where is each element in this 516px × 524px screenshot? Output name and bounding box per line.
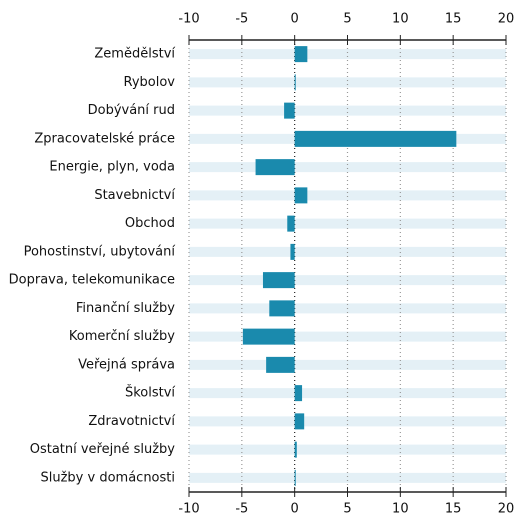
y-tick-label: Komerční služby (69, 329, 175, 344)
bar (294, 130, 457, 147)
row-band (189, 49, 506, 60)
row-band (189, 472, 506, 483)
y-tick-label: Zpracovatelské práce (34, 131, 175, 146)
row-band (189, 416, 506, 427)
x-tick-label: 15 (445, 12, 462, 27)
bar (242, 328, 295, 345)
y-tick-label: Stavebnictví (94, 188, 175, 203)
y-tick-label: Ostatní veřejné služby (30, 442, 176, 457)
bar (294, 413, 305, 430)
row-band (189, 444, 506, 455)
y-tick-label: Zemědělství (94, 47, 175, 62)
x-tick-label: 0 (291, 12, 299, 27)
row-band (189, 105, 506, 116)
x-tick-label: 10 (392, 502, 409, 517)
x-tick-label: 20 (498, 502, 515, 517)
y-tick-label: Veřejná správa (78, 357, 175, 372)
bar (262, 272, 295, 289)
row-band (189, 218, 506, 229)
bar (294, 469, 296, 486)
row-band (189, 246, 506, 257)
y-tick-label: Obchod (125, 216, 175, 231)
y-tick-label: Dobývání rud (88, 103, 175, 118)
x-tick-label: 10 (392, 12, 409, 27)
x-tick-label: 5 (343, 502, 351, 517)
x-tick-label: -5 (235, 12, 248, 27)
x-tick-label: 15 (445, 502, 462, 517)
x-tick-label: 0 (291, 502, 299, 517)
x-tick-label: 5 (343, 12, 351, 27)
bar (294, 441, 297, 458)
x-tick-label: -10 (178, 12, 199, 27)
row-band (189, 190, 506, 201)
y-tick-label: Rybolov (124, 75, 176, 90)
y-tick-label: Doprava, telekomunikace (9, 273, 175, 288)
row-band (189, 77, 506, 88)
bar (255, 159, 295, 176)
bar (294, 187, 308, 204)
bar (294, 74, 296, 91)
row-band (189, 388, 506, 399)
y-tick-label: Pohostinství, ubytování (24, 244, 176, 259)
bar (294, 46, 308, 63)
y-tick-label: Služby v domácnosti (41, 470, 176, 485)
x-tick-label: -5 (235, 502, 248, 517)
bar (266, 356, 295, 373)
y-tick-label: Finanční služby (76, 301, 175, 316)
y-tick-label: Energie, plyn, voda (49, 160, 175, 175)
bar (294, 385, 303, 402)
x-tick-label: -10 (178, 502, 199, 517)
bar (287, 215, 295, 232)
row-band (189, 162, 506, 173)
bar (284, 102, 295, 119)
y-tick-label: Školství (125, 385, 175, 401)
bar (290, 243, 295, 260)
x-tick-label: 20 (498, 12, 515, 27)
bar (269, 300, 295, 317)
y-tick-label: Zdravotnictví (88, 414, 175, 429)
